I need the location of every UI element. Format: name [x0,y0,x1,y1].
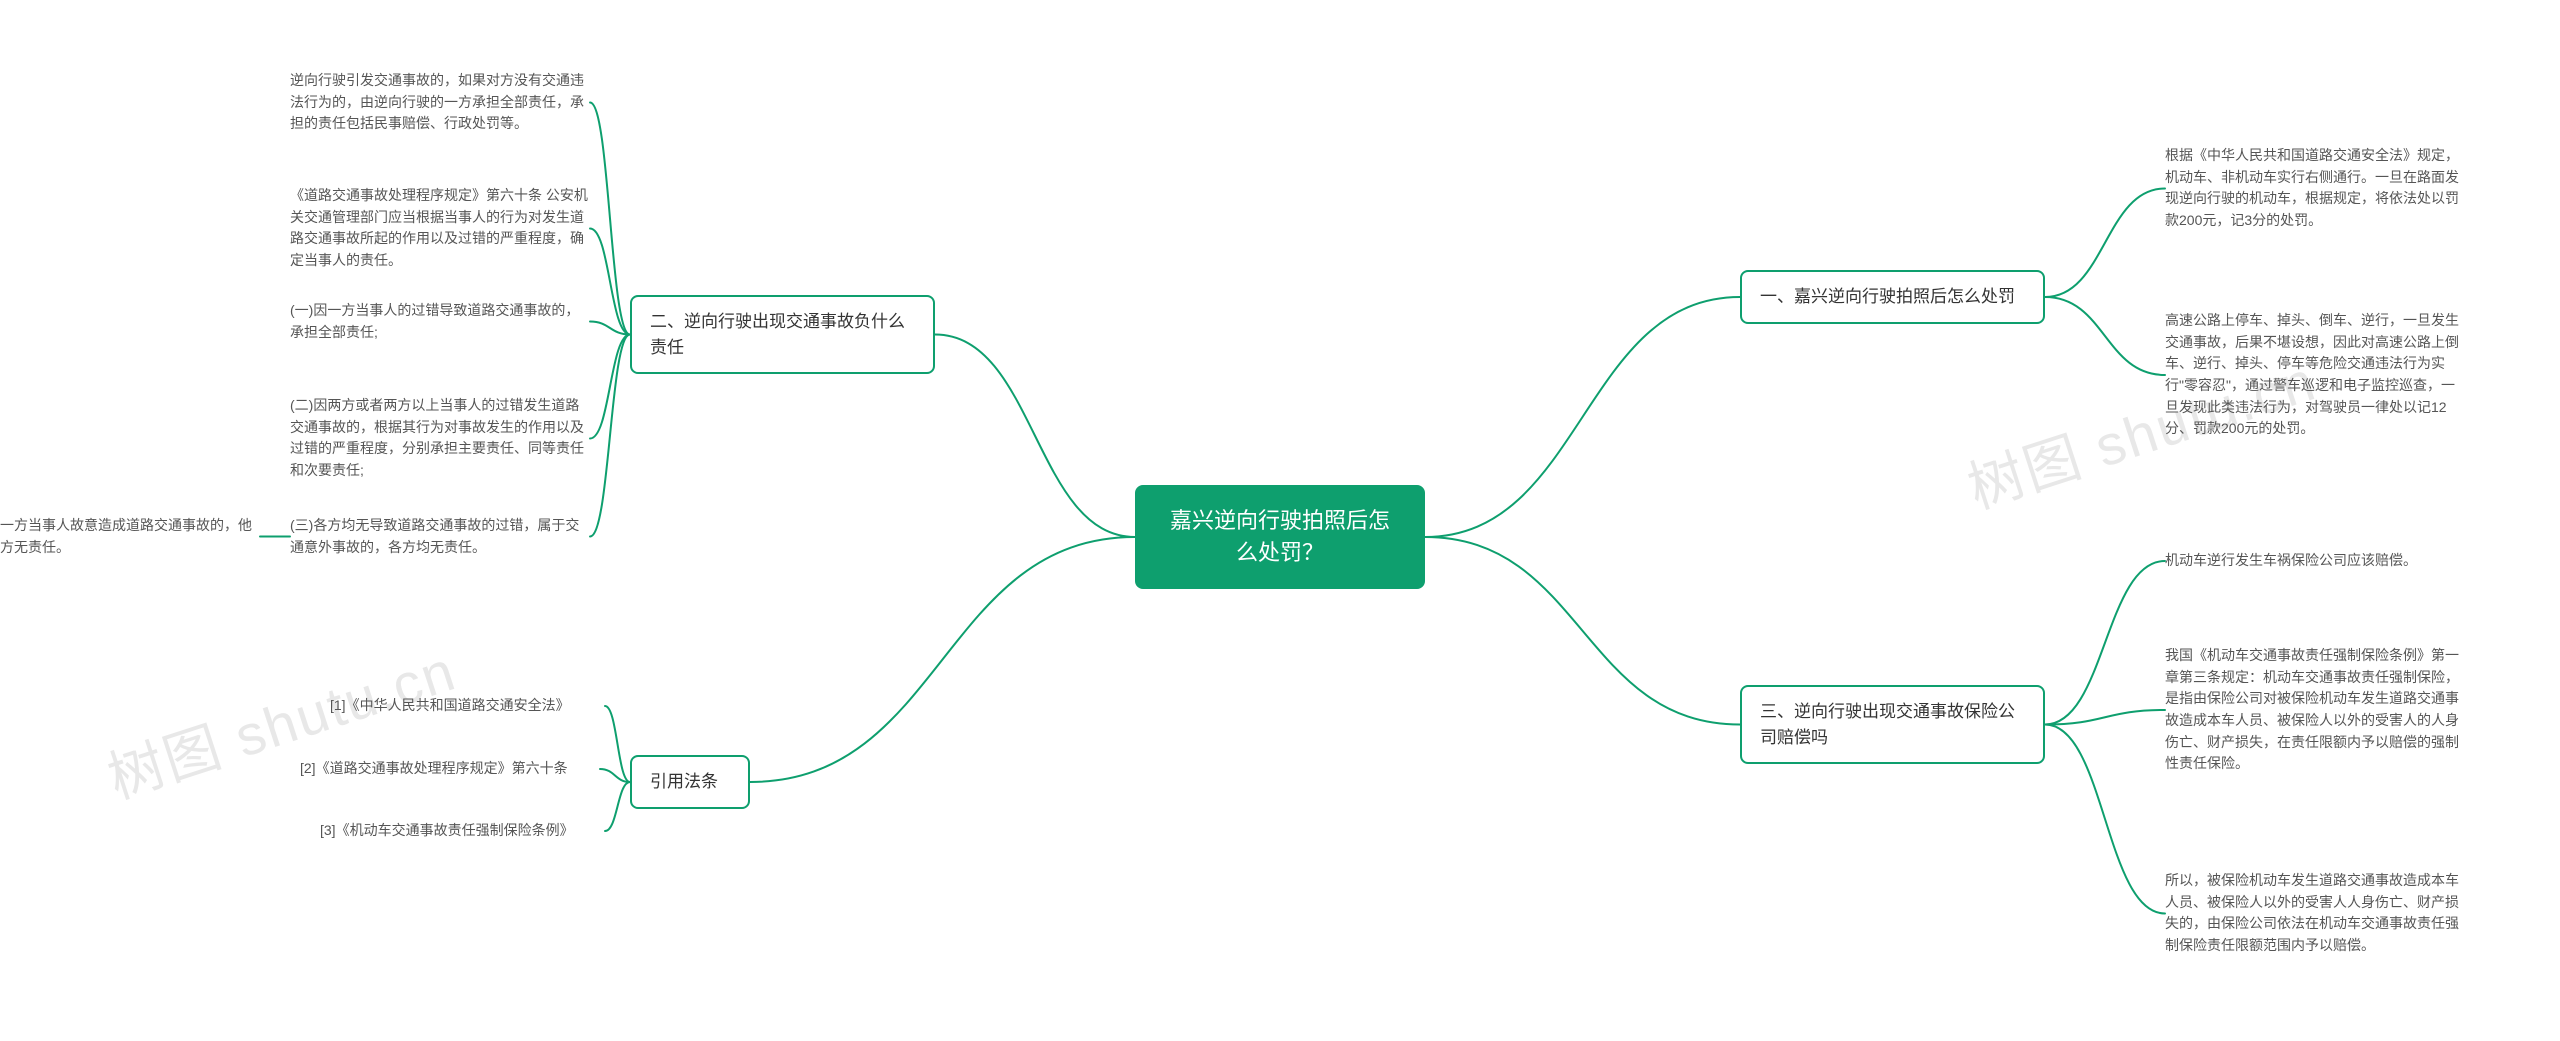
leaf-b4c3: [3]《机动车交通事故责任强制保险条例》 [320,820,605,842]
leaf-b2c5a: 一方当事人故意造成道路交通事故的，他方无责任。 [0,515,260,558]
branch-b4: 引用法条 [630,755,750,809]
branch-b2: 二、逆向行驶出现交通事故负什么责任 [630,295,935,374]
leaf-b2c4: (二)因两方或者两方以上当事人的过错发生道路交通事故的，根据其行为对事故发生的作… [290,395,590,482]
leaf-b1c1: 根据《中华人民共和国道路交通安全法》规定，机动车、非机动车实行右侧通行。一旦在路… [2165,145,2465,232]
leaf-b1c2: 高速公路上停车、掉头、倒车、逆行，一旦发生交通事故，后果不堪设想，因此对高速公路… [2165,310,2465,440]
branch-b3: 三、逆向行驶出现交通事故保险公司赔偿吗 [1740,685,2045,764]
leaf-b2c5: (三)各方均无导致道路交通事故的过错，属于交通意外事故的，各方均无责任。 [290,515,590,558]
leaf-b3c3: 所以，被保险机动车发生道路交通事故造成本车人员、被保险人以外的受害人人身伤亡、财… [2165,870,2465,957]
branch-b1: 一、嘉兴逆向行驶拍照后怎么处罚 [1740,270,2045,324]
leaf-b4c2: [2]《道路交通事故处理程序规定》第六十条 [300,758,600,780]
leaf-b3c2: 我国《机动车交通事故责任强制保险条例》第一章第三条规定：机动车交通事故责任强制保… [2165,645,2465,775]
leaf-b2c2: 《道路交通事故处理程序规定》第六十条 公安机关交通管理部门应当根据当事人的行为对… [290,185,590,272]
leaf-b4c1: [1]《中华人民共和国道路交通安全法》 [330,695,605,717]
leaf-b2c1: 逆向行驶引发交通事故的，如果对方没有交通违法行为的，由逆向行驶的一方承担全部责任… [290,70,590,135]
leaf-b3c1: 机动车逆行发生车祸保险公司应该赔偿。 [2165,550,2465,572]
leaf-b2c3: (一)因一方当事人的过错导致道路交通事故的，承担全部责任; [290,300,590,343]
root-node: 嘉兴逆向行驶拍照后怎么处罚？ [1135,485,1425,589]
